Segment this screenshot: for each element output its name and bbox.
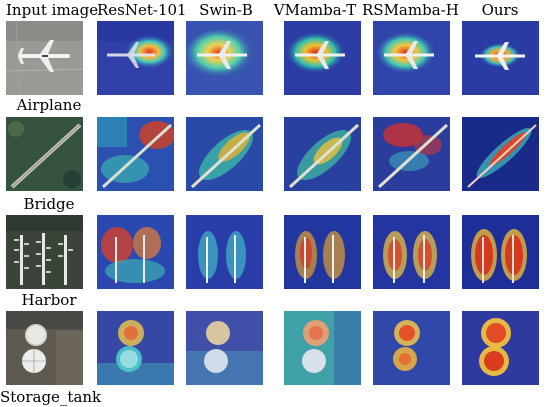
row-label-bridge: Bridge bbox=[23, 195, 75, 213]
harbor-vmamba-t-heatmap bbox=[284, 215, 361, 289]
airplane-resnet-101-heatmap bbox=[97, 21, 174, 95]
row-label-storage-tank: Storage_tank bbox=[0, 388, 102, 406]
bridge-ours-heatmap bbox=[462, 117, 539, 191]
harbor-input-image bbox=[6, 215, 83, 289]
harbor-resnet-101-heatmap bbox=[97, 215, 174, 289]
column-header-vmamba-t: VMamba-T bbox=[273, 1, 357, 19]
bridge-vmamba-t-heatmap bbox=[284, 117, 361, 191]
airplane-vmamba-t-heatmap bbox=[284, 21, 361, 95]
storage-tank-ours-heatmap bbox=[462, 311, 539, 385]
airplane-swin-b-heatmap bbox=[186, 21, 263, 95]
column-header-resnet-101: ResNet-101 bbox=[97, 1, 187, 19]
column-header-ours: Ours bbox=[481, 1, 519, 19]
harbor-swin-b-heatmap bbox=[186, 215, 263, 289]
bridge-swin-b-heatmap bbox=[186, 117, 263, 191]
column-header-rsmamba-h: RSMamba-H bbox=[362, 1, 459, 19]
storage-tank-input-image bbox=[6, 311, 83, 385]
storage-tank-resnet-101-heatmap bbox=[97, 311, 174, 385]
column-header-swin-b: Swin-B bbox=[199, 1, 253, 19]
row-label-harbor: Harbor bbox=[21, 291, 77, 309]
column-header-input-image: Input image bbox=[6, 1, 99, 19]
storage-tank-vmamba-t-heatmap bbox=[284, 311, 361, 385]
bridge-rsmamba-h-heatmap bbox=[373, 117, 450, 191]
bridge-resnet-101-heatmap bbox=[97, 117, 174, 191]
harbor-ours-heatmap bbox=[462, 215, 539, 289]
harbor-rsmamba-h-heatmap bbox=[373, 215, 450, 289]
airplane-rsmamba-h-heatmap bbox=[373, 21, 450, 95]
storage-tank-swin-b-heatmap bbox=[186, 311, 263, 385]
storage-tank-rsmamba-h-heatmap bbox=[373, 311, 450, 385]
airplane-input-image bbox=[6, 21, 83, 95]
airplane-ours-heatmap bbox=[462, 21, 539, 95]
bridge-input-image bbox=[6, 117, 83, 191]
row-label-airplane: Airplane bbox=[16, 96, 82, 114]
